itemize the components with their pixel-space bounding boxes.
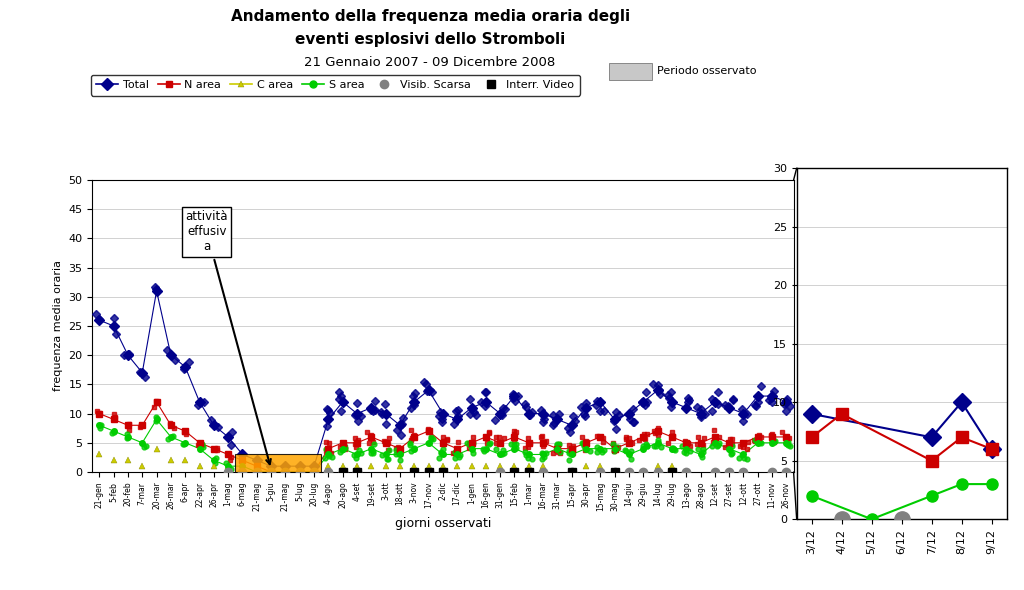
Text: eventi esplosivi dello Stromboli: eventi esplosivi dello Stromboli (295, 32, 565, 47)
Text: 21 Gennaio 2007 - 09 Dicembre 2008: 21 Gennaio 2007 - 09 Dicembre 2008 (304, 56, 556, 69)
Text: attività
effusiv
a: attività effusiv a (185, 210, 270, 464)
Bar (236, 454, 322, 472)
X-axis label: giorni osservati: giorni osservati (394, 517, 492, 530)
Text: Periodo osservato: Periodo osservato (657, 67, 757, 76)
Text: Andamento della frequenza media oraria degli: Andamento della frequenza media oraria d… (230, 9, 630, 24)
Legend: Total, N area, C area, S area, Visib. Scarsa, Interr. Video: Total, N area, C area, S area, Visib. Sc… (91, 74, 580, 96)
Y-axis label: frequenza media oraria: frequenza media oraria (53, 260, 62, 392)
